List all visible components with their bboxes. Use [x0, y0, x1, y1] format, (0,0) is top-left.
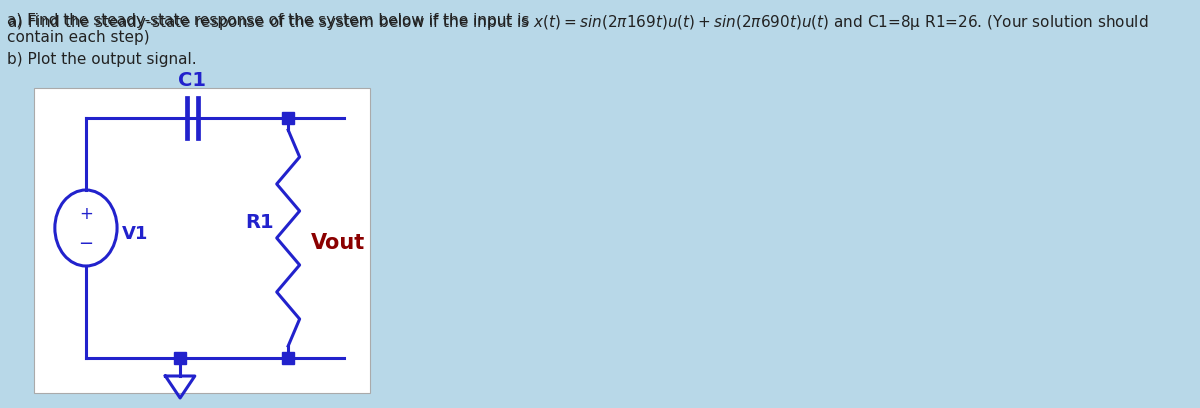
Text: Vout: Vout	[311, 233, 365, 253]
Text: a) Find the steady-state response of the system below if the input is $x(t) = \m: a) Find the steady-state response of the…	[6, 13, 1148, 32]
Text: +: +	[79, 205, 92, 223]
Text: a) Find the steady-state response of the system below if the input is: a) Find the steady-state response of the…	[6, 13, 534, 28]
Text: b) Plot the output signal.: b) Plot the output signal.	[6, 52, 196, 67]
Bar	[35, 88, 370, 393]
Text: R1: R1	[245, 213, 274, 233]
Text: contain each step): contain each step)	[6, 30, 149, 45]
Text: V1: V1	[122, 225, 149, 243]
Text: −: −	[78, 235, 94, 253]
Text: C1: C1	[179, 71, 206, 90]
